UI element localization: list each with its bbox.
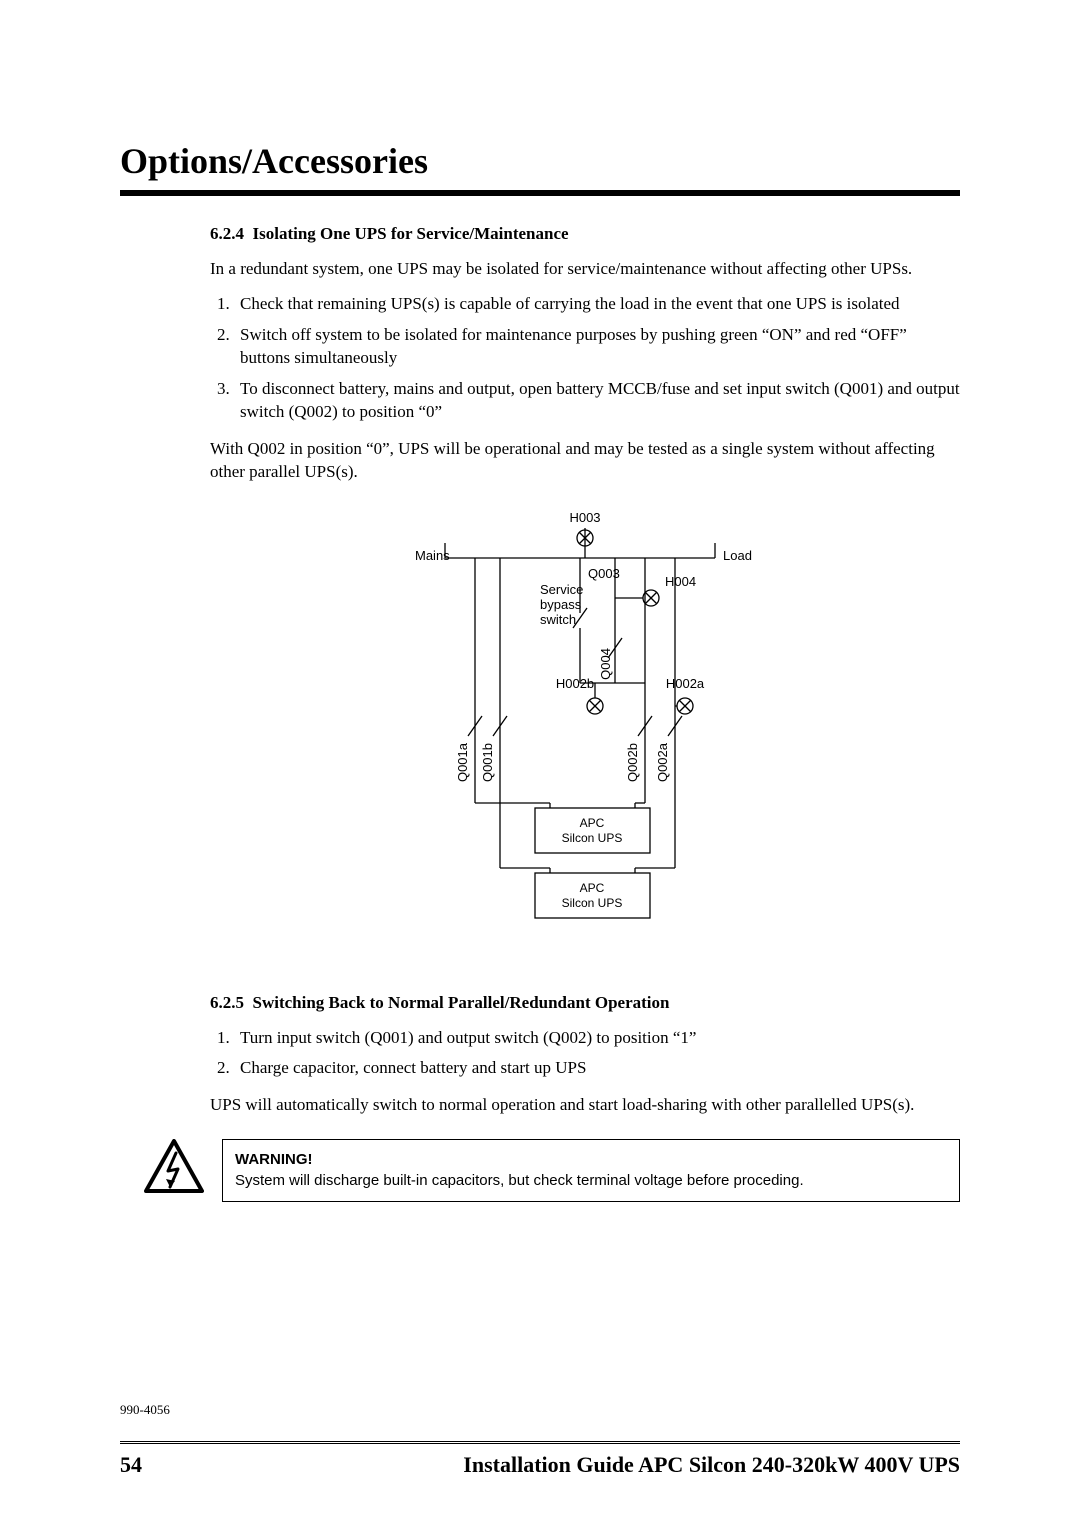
list-item: Check that remaining UPS(s) is capable o… [234,293,960,316]
diagram-svg: Mains Load H003 Q003 Service bypass swit… [385,508,785,968]
footer-rule-2 [120,1443,960,1444]
warning-title: WARNING! [235,1150,947,1170]
label-q002b: Q002b [625,743,640,782]
section-624-intro: In a redundant system, one UPS may be is… [210,258,960,281]
label-h003: H003 [569,510,600,525]
label-q004: Q004 [598,648,613,680]
doc-code: 990-4056 [120,1402,170,1418]
section-title: Isolating One UPS for Service/Maintenanc… [253,224,569,243]
page-number: 54 [120,1452,142,1478]
label-h002a: H002a [666,676,705,691]
footer: 54 Installation Guide APC Silcon 240-320… [120,1452,960,1478]
wiring-diagram: Mains Load H003 Q003 Service bypass swit… [210,508,960,973]
label-sbs-2: bypass [540,597,582,612]
label-sbs-1: Service [540,582,583,597]
section-number: 6.2.5 [210,993,244,1012]
label-ups2-a: APC [580,881,605,895]
section-625-steps: Turn input switch (Q001) and output swit… [210,1027,960,1081]
section-625-heading: 6.2.5 Switching Back to Normal Parallel/… [210,993,960,1013]
section-title: Switching Back to Normal Parallel/Redund… [253,993,670,1012]
label-q001a: Q001a [455,742,470,782]
label-q001b: Q001b [480,743,495,782]
page: Options/Accessories 6.2.4 Isolating One … [0,0,1080,1528]
section-number: 6.2.4 [210,224,244,243]
warning-text: System will discharge built-in capacitor… [235,1172,804,1189]
label-q002a: Q002a [655,742,670,782]
footer-rule [120,1441,960,1442]
title-rule [120,190,960,196]
label-ups1-b: Silcon UPS [562,831,623,845]
label-mains: Mains [415,548,450,563]
list-item: Switch off system to be isolated for mai… [234,324,960,370]
section-624-after: With Q002 in position “0”, UPS will be o… [210,438,960,484]
label-ups2-b: Silcon UPS [562,896,623,910]
chapter-title: Options/Accessories [120,140,960,182]
label-h002b: H002b [556,676,594,691]
warning-box: WARNING! System will discharge built-in … [222,1139,960,1202]
label-load: Load [723,548,752,563]
section-624-heading: 6.2.4 Isolating One UPS for Service/Main… [210,224,960,244]
warning-block: WARNING! System will discharge built-in … [144,1139,960,1202]
label-h004: H004 [665,574,696,589]
label-sbs-3: switch [540,612,576,627]
section-624-steps: Check that remaining UPS(s) is capable o… [210,293,960,424]
footer-title: Installation Guide APC Silcon 240-320kW … [463,1452,960,1478]
label-q003: Q003 [588,566,620,581]
warning-icon [144,1139,204,1195]
content-block: 6.2.4 Isolating One UPS for Service/Main… [120,224,960,1202]
list-item: Turn input switch (Q001) and output swit… [234,1027,960,1050]
list-item: Charge capacitor, connect battery and st… [234,1057,960,1080]
section-625-after: UPS will automatically switch to normal … [210,1094,960,1117]
list-item: To disconnect battery, mains and output,… [234,378,960,424]
label-ups1-a: APC [580,816,605,830]
